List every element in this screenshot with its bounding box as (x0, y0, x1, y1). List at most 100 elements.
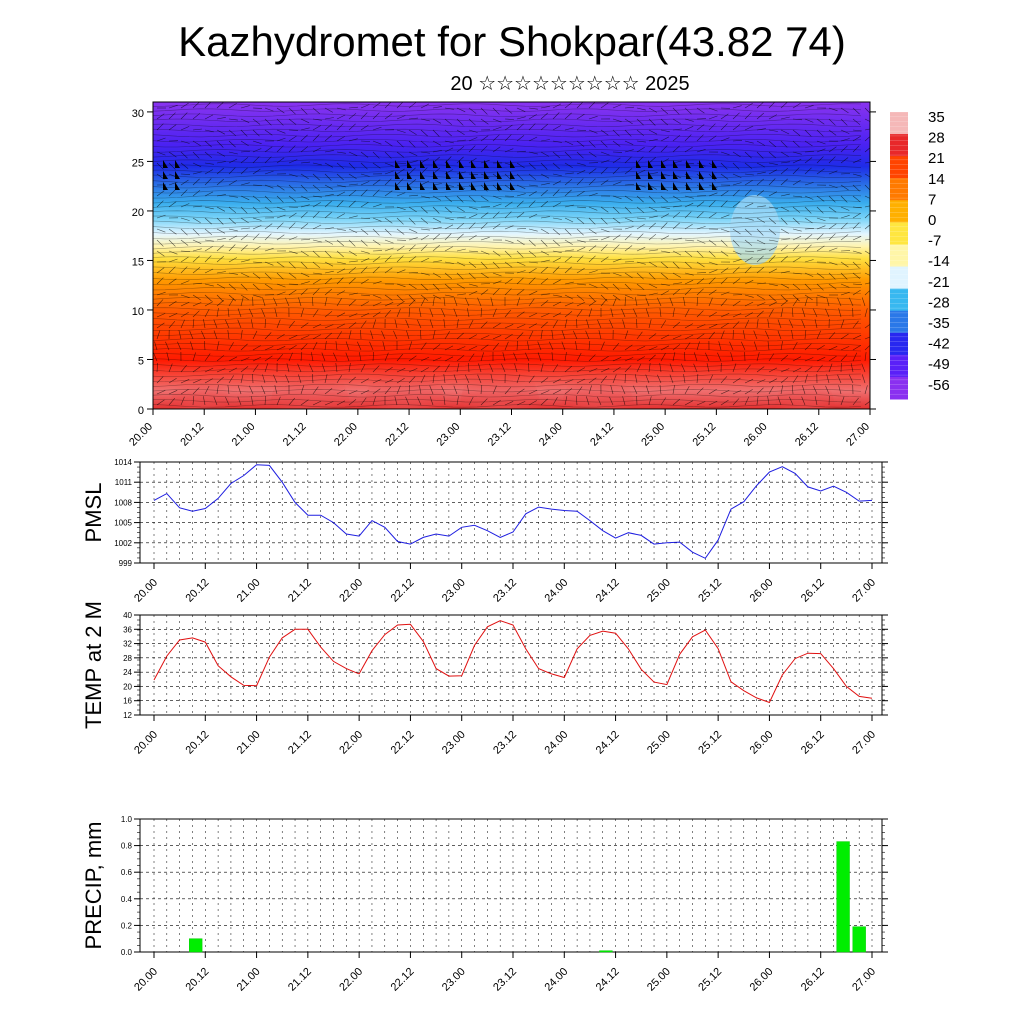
wind-barb (180, 112, 188, 120)
wind-barb (684, 118, 694, 122)
wind-barb (420, 140, 429, 148)
wind-barb (792, 283, 801, 290)
wind-barb (528, 191, 537, 197)
wind-barb (228, 217, 236, 225)
wind-flag (395, 160, 400, 168)
wind-barb (600, 228, 610, 233)
wind-barb (586, 396, 590, 406)
wind-barb (168, 189, 176, 197)
wind-barb (708, 389, 717, 395)
wind-barb (204, 228, 213, 236)
wind-barb (372, 319, 377, 329)
colorbar-swatch (890, 266, 908, 290)
contour-line (153, 179, 862, 184)
wind-barb (732, 278, 741, 285)
wind-barb (636, 363, 642, 373)
wind-barb (636, 345, 646, 351)
wind-barb (528, 330, 534, 340)
wind-barb (264, 395, 266, 406)
wind-barb (768, 162, 778, 165)
wind-barb (408, 167, 416, 175)
wind-barb (192, 128, 202, 131)
wind-barb (192, 267, 201, 274)
wind-barb (696, 401, 706, 406)
wind-barb (624, 206, 632, 214)
wind-barb (261, 308, 266, 318)
wind-barb (228, 356, 238, 362)
wind-barb (816, 233, 824, 241)
wind-barb (816, 294, 826, 299)
wind-barb (300, 107, 308, 115)
wind-barb (600, 356, 609, 362)
wind-barb (684, 308, 690, 318)
wind-barb (516, 270, 526, 274)
wind-barb (528, 107, 538, 110)
wind-barb (648, 249, 658, 252)
wind-barb (622, 396, 626, 406)
wind-barb (864, 162, 870, 164)
wind-barb (828, 184, 838, 189)
wind-barb (837, 374, 842, 384)
wind-barb (840, 283, 850, 288)
wind-barb (828, 146, 837, 153)
wind-barb (792, 129, 801, 136)
wind-barb (216, 178, 224, 186)
wind-barb (672, 352, 676, 362)
x-tick-label: 25.00 (645, 729, 673, 757)
wind-barb (396, 162, 407, 164)
wind-barb (372, 351, 374, 362)
wind-barb (684, 223, 693, 230)
wind-barb (228, 158, 238, 164)
wind-barb (264, 363, 269, 373)
wind-barb (696, 310, 704, 318)
wind-barb (816, 206, 824, 214)
wind-barb (216, 244, 224, 252)
wind-barb (408, 307, 411, 318)
plot-frame (139, 818, 883, 953)
x-tick-label: 21.12 (281, 421, 309, 449)
wind-barb (636, 246, 646, 252)
wind-barb (252, 272, 261, 279)
wind-barb (453, 385, 458, 395)
wind-barb (852, 158, 862, 164)
wind-barb (636, 140, 646, 143)
wind-barb (300, 184, 308, 192)
wind-barb (228, 367, 238, 373)
wind-barb (840, 319, 845, 329)
contour-line (153, 190, 862, 194)
wind-barb (840, 118, 848, 126)
wind-barb (237, 396, 242, 406)
wind-barb (588, 270, 598, 274)
wind-barb (264, 332, 272, 340)
wind-barb (252, 148, 262, 153)
wind-barb (360, 250, 370, 254)
wind-barb (672, 107, 680, 115)
x-tick-label: 21.00 (235, 577, 263, 605)
wind-barb (336, 268, 346, 274)
wind-barb (396, 245, 405, 252)
x-tick-label: 26.00 (742, 421, 770, 449)
wind-barb (696, 195, 707, 197)
wind-barb (540, 173, 550, 179)
wind-barb (252, 140, 262, 144)
wind-barb (216, 151, 226, 157)
wind-barb (335, 341, 338, 351)
contour-line (153, 256, 862, 260)
colorbar-label: 28 (928, 130, 945, 147)
wind-barb (720, 313, 730, 318)
wind-barb (660, 213, 670, 219)
wind-barb (273, 297, 278, 307)
colorbar-label: -42 (928, 336, 950, 353)
wind-barb (684, 400, 694, 406)
wind-barb (718, 341, 722, 351)
wind-flag (510, 160, 515, 168)
wind-barb (360, 217, 371, 219)
wind-barb (264, 129, 273, 136)
wind-barb (816, 217, 826, 222)
wind-barb (588, 228, 597, 235)
wind-barb (612, 217, 621, 224)
x-tick-label: 21.12 (286, 577, 314, 605)
wind-barb (624, 184, 635, 186)
wind-barb (312, 400, 322, 406)
colorbar-swatch (890, 112, 908, 135)
